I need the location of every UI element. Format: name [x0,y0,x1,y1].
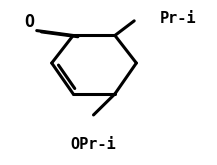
Text: Pr-i: Pr-i [160,11,196,26]
Text: O: O [24,14,34,32]
Text: OPr-i: OPr-i [71,137,116,152]
